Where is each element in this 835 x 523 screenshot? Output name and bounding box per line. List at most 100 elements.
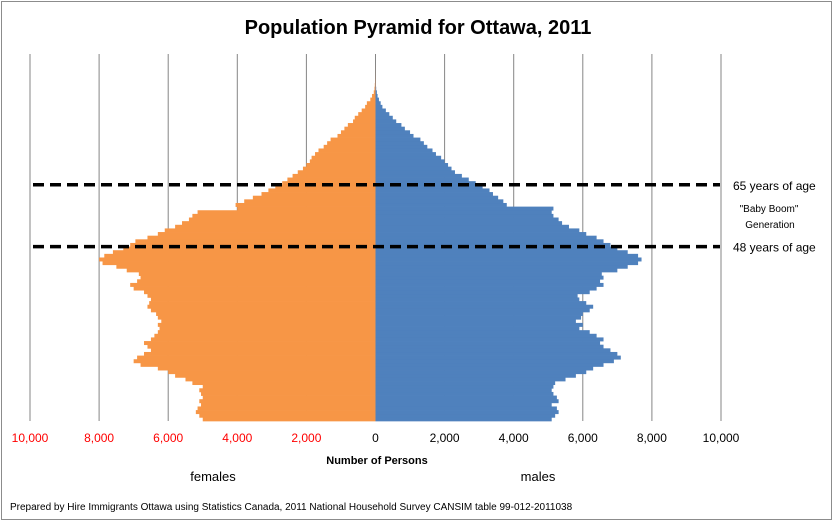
males-bar	[375, 137, 421, 142]
females-bar	[192, 381, 376, 386]
males-bar	[375, 402, 552, 407]
females-bar	[347, 123, 376, 128]
x-tick-label: 2,000	[430, 431, 460, 445]
males-bar	[375, 224, 569, 229]
females-bar	[138, 272, 376, 277]
males-bar	[375, 235, 597, 240]
x-axis-label: Number of Persons	[326, 455, 427, 467]
females-bar	[287, 177, 376, 182]
females-bar	[353, 119, 376, 124]
males-bar	[375, 330, 590, 335]
males-bar	[375, 272, 602, 277]
females-bar	[373, 90, 376, 95]
females-bar	[302, 166, 376, 171]
females-bar	[199, 388, 376, 393]
females-bar	[150, 337, 376, 342]
females-bar	[199, 399, 376, 404]
reference-line-label: 48 years of age	[733, 241, 816, 255]
females-bar	[161, 319, 376, 324]
males-bar	[375, 163, 449, 167]
x-tick-label: 8,000	[637, 431, 667, 445]
males-bar	[375, 406, 557, 411]
chart-title: Population Pyramid for Ottawa, 2011	[245, 17, 592, 39]
females-bar	[374, 86, 376, 91]
females-bar	[123, 246, 376, 251]
females-bar	[344, 126, 376, 131]
males-bar	[375, 148, 433, 153]
males-bar	[375, 301, 587, 306]
females-bar	[130, 242, 376, 247]
females-bar	[201, 391, 376, 396]
males-bar	[375, 126, 405, 131]
males-bar	[375, 279, 601, 284]
x-tick-label: 6,000	[568, 431, 598, 445]
baby-boom-label-line1: "Baby Boom"	[740, 204, 799, 215]
males-label: males	[521, 469, 556, 484]
females-bar	[244, 199, 376, 204]
females-bar	[157, 330, 376, 335]
females-bar	[197, 210, 376, 215]
males-bar	[375, 213, 554, 218]
females-bar	[157, 315, 376, 320]
males-bar	[375, 308, 590, 313]
females-bar	[292, 173, 376, 178]
males-bar	[375, 239, 604, 244]
males-bar	[375, 381, 556, 386]
males-bar	[375, 166, 452, 171]
males-bar	[375, 275, 604, 280]
females-bar	[150, 348, 376, 353]
females-bar	[374, 83, 376, 88]
males-bar	[375, 232, 587, 237]
males-bar	[375, 297, 580, 302]
males-bar	[375, 192, 493, 197]
males-bar	[375, 115, 393, 120]
males-bar	[375, 108, 386, 113]
males-bar	[375, 319, 576, 324]
females-bar	[147, 293, 376, 298]
males-bar	[375, 341, 601, 346]
males-bar	[375, 206, 554, 211]
females-bar	[137, 279, 376, 284]
males-bar	[375, 173, 462, 178]
females-bar	[306, 163, 376, 167]
females-bar	[154, 333, 376, 338]
males-bar	[375, 101, 381, 106]
females-bar	[318, 148, 376, 153]
females-bar	[261, 192, 376, 197]
males-bar	[375, 268, 618, 273]
males-bar	[375, 337, 604, 342]
males-bar	[375, 130, 411, 135]
males-bar	[375, 155, 442, 160]
females-bar	[140, 275, 376, 280]
males-bar	[375, 304, 594, 309]
males-bar	[375, 395, 557, 400]
males-bar	[375, 202, 507, 207]
males-bar	[375, 348, 611, 353]
females-bar	[168, 370, 376, 375]
females-bar	[337, 133, 376, 138]
females-bar	[365, 104, 376, 109]
females-bar	[175, 373, 376, 378]
males-bar	[375, 333, 597, 338]
females-bar	[340, 130, 376, 135]
females-bar	[237, 206, 376, 211]
males-bar	[375, 177, 469, 182]
females-bar	[147, 344, 376, 349]
males-bar	[375, 199, 504, 204]
females-bar	[252, 195, 376, 200]
males-bar	[375, 152, 436, 157]
males-bar	[375, 362, 604, 367]
x-tick-label: 8,000	[84, 431, 114, 445]
females-bar	[201, 402, 376, 407]
female-bars	[99, 64, 376, 422]
males-bar	[375, 282, 604, 287]
source-footer: Prepared by Hire Immigrants Ottawa using…	[10, 502, 573, 513]
males-bar	[375, 159, 445, 164]
females-bar	[164, 228, 376, 233]
x-tick-label: 6,000	[153, 431, 183, 445]
females-label: females	[190, 469, 236, 484]
males-bar	[375, 370, 587, 375]
males-bar	[375, 253, 639, 258]
baby-boom-label-line2: Generation	[745, 220, 794, 231]
males-bar	[375, 184, 483, 189]
